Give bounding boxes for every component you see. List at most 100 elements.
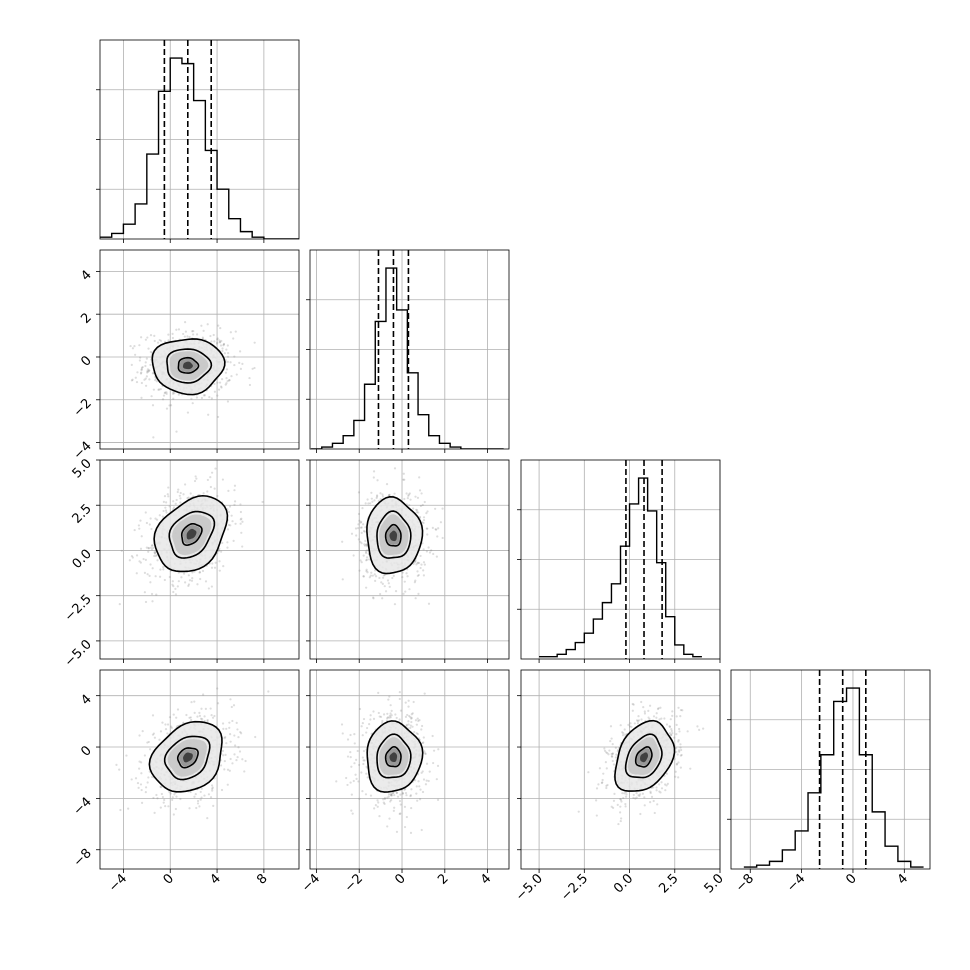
sample-point (232, 539, 235, 542)
y-tick-label: −4 (71, 795, 95, 819)
sample-point (150, 527, 153, 531)
sample-point (195, 396, 199, 399)
sample-point (133, 345, 136, 348)
sample-point (434, 507, 437, 510)
sample-point (186, 497, 189, 500)
sample-point (669, 732, 672, 735)
sample-point (168, 716, 172, 719)
sample-point (417, 511, 420, 514)
sample-point (635, 792, 638, 795)
sample-point (660, 787, 664, 790)
sample-point (115, 763, 118, 766)
sample-point (423, 692, 426, 695)
sample-point (587, 771, 590, 774)
sample-point (158, 338, 161, 342)
sample-point (422, 561, 426, 564)
sample-point (207, 587, 210, 590)
sample-point (675, 723, 678, 726)
sample-point (663, 717, 666, 720)
sample-point (367, 502, 370, 505)
sample-point (675, 715, 678, 718)
sample-point (636, 720, 639, 723)
sample-point (147, 370, 150, 373)
sample-point (187, 574, 190, 577)
sample-point (377, 801, 380, 804)
sample-point (422, 569, 425, 572)
sample-point (177, 580, 180, 583)
sample-point (359, 540, 362, 543)
sample-point (623, 728, 626, 731)
sample-point (671, 710, 674, 713)
sample-point (402, 472, 405, 475)
sample-point (427, 546, 430, 549)
sample-point (189, 492, 192, 495)
sample-point (184, 321, 187, 324)
sample-point (193, 711, 196, 714)
sample-point (354, 773, 357, 776)
sample-point (427, 779, 430, 783)
sample-point (350, 793, 353, 796)
sample-point (218, 341, 221, 344)
sample-point (235, 721, 238, 724)
sample-point (671, 714, 674, 717)
sample-point (431, 526, 434, 529)
sample-point (135, 554, 139, 557)
sample-point (388, 585, 391, 588)
sample-point (161, 795, 165, 799)
sample-point (677, 749, 681, 752)
sample-point (416, 509, 419, 512)
sample-point (211, 786, 214, 789)
sample-point (201, 569, 205, 573)
sample-point (141, 730, 144, 733)
sample-point (192, 329, 195, 333)
contour-line (180, 522, 203, 546)
sample-point (187, 584, 190, 587)
sample-point (244, 759, 247, 763)
sample-point (637, 794, 640, 797)
sample-point (221, 722, 225, 725)
sample-point (188, 335, 191, 339)
sample-point (216, 494, 219, 498)
sample-point (417, 573, 420, 577)
sample-point (191, 571, 194, 574)
sample-point (393, 492, 396, 495)
sample-point (167, 486, 170, 489)
sample-point (408, 588, 411, 591)
sample-point (217, 415, 220, 419)
x-tick-label: 0 (843, 871, 859, 887)
sample-point (202, 492, 205, 495)
sample-point (184, 330, 187, 333)
sample-point (407, 720, 410, 723)
sample-point (364, 793, 368, 796)
sample-point (193, 700, 196, 703)
sample-point (155, 380, 158, 383)
sample-point (163, 340, 167, 343)
sample-point (624, 733, 627, 736)
contour-line (384, 745, 402, 768)
sample-point (349, 751, 352, 754)
sample-point (352, 779, 355, 783)
sample-point (140, 772, 143, 775)
sample-point (235, 373, 238, 376)
x-tick-label: −4 (299, 871, 323, 895)
sample-point (369, 714, 372, 717)
sample-point (216, 337, 219, 340)
x-tick-label: 0 (392, 871, 408, 887)
sample-point (389, 716, 392, 719)
sample-point (395, 830, 399, 833)
sample-point (149, 563, 152, 566)
sample-point (425, 762, 429, 765)
sample-point (239, 730, 242, 734)
sample-point (162, 500, 165, 504)
sample-point (204, 580, 208, 583)
sample-point (423, 750, 426, 753)
sample-point (163, 494, 167, 498)
sample-point (191, 577, 194, 580)
sample-point (171, 392, 175, 395)
sample-point (384, 590, 388, 593)
sample-point (365, 551, 368, 555)
sample-point (418, 515, 422, 519)
sample-point (190, 397, 193, 400)
sample-point (163, 391, 166, 395)
sample-point (600, 781, 603, 785)
